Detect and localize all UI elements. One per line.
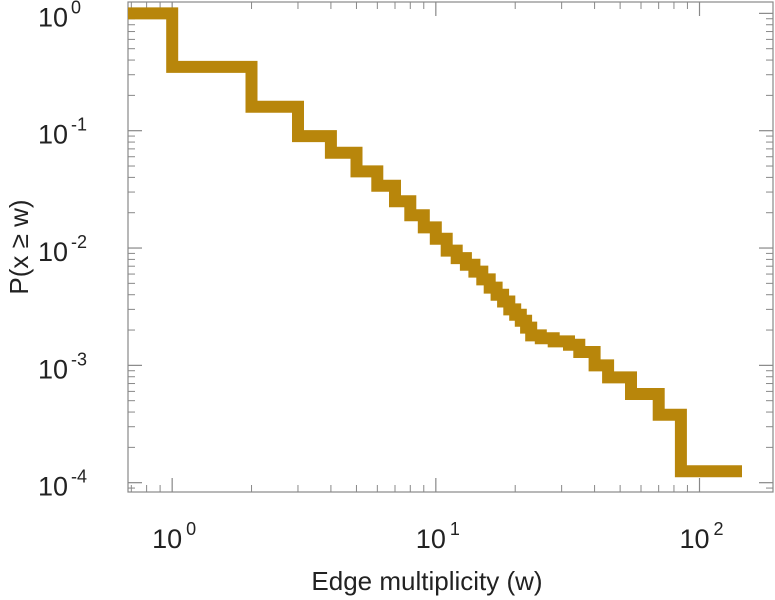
x-tick-label: 10 1 xyxy=(416,519,460,554)
y-tick-label: 10 0 xyxy=(38,0,81,32)
ccdf-step-line xyxy=(128,7,742,478)
x-tick-label: 10 2 xyxy=(679,519,723,554)
minor-ticks xyxy=(128,2,773,492)
y-tick-label: 10 -4 xyxy=(38,467,87,502)
y-tick-label: 10 -3 xyxy=(38,349,87,384)
y-tick-label: 10 -2 xyxy=(38,232,87,267)
x-axis-label: Edge multiplicity (w) xyxy=(311,566,542,596)
plot-area-frame xyxy=(127,1,774,493)
x-tick-label: 10 0 xyxy=(152,519,196,554)
x-tick-labels: 10 0 10 1 10 2 xyxy=(152,519,723,554)
y-tick-label: 10 -1 xyxy=(38,115,87,150)
y-axis-label: P(x ≥ w) xyxy=(4,199,34,294)
series-layer xyxy=(128,7,742,478)
